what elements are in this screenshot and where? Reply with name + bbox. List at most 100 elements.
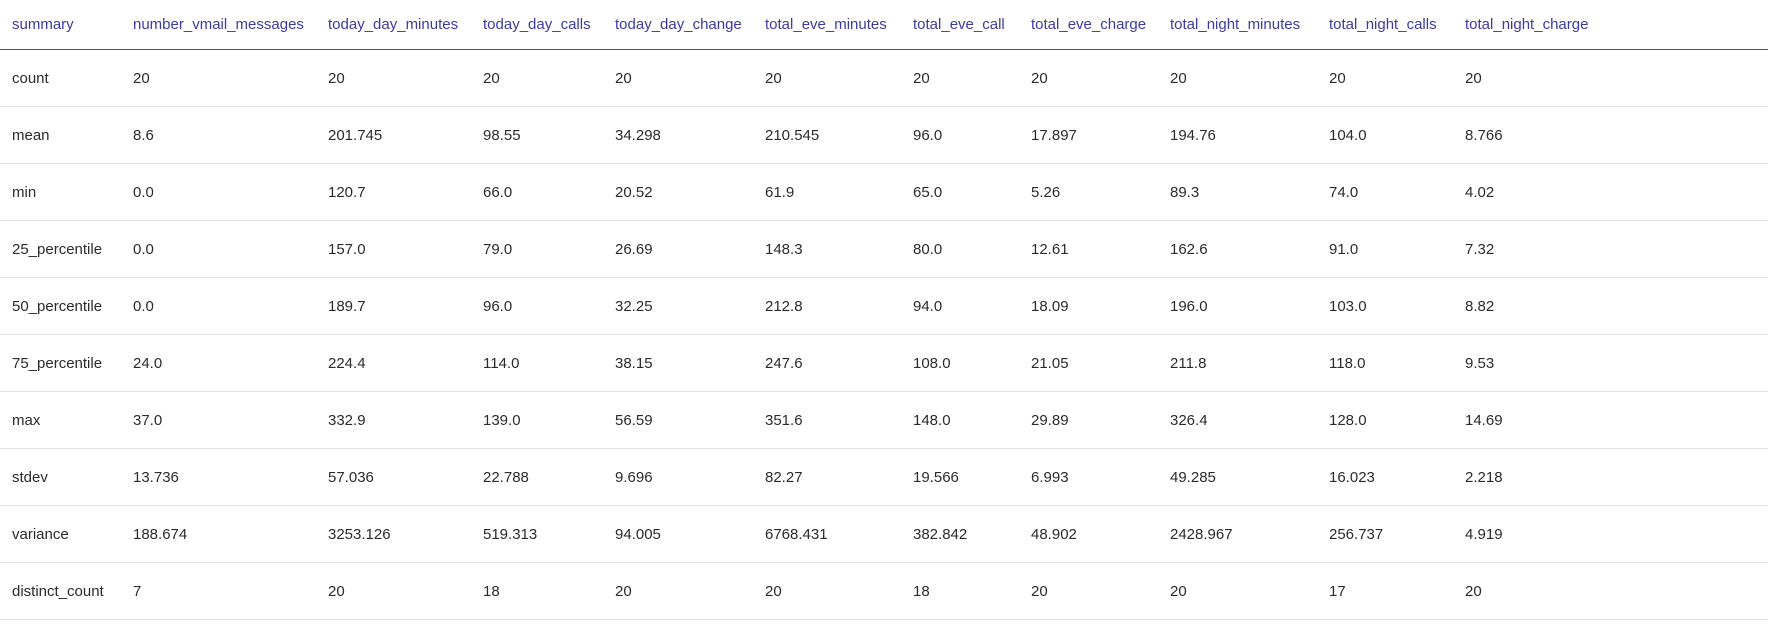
table-cell: 48.902 — [1019, 505, 1158, 563]
table-cell: 224.4 — [316, 334, 471, 392]
row-label-cell: mean — [0, 106, 121, 164]
column-header-total-eve-charge[interactable]: total_eve_charge — [1019, 0, 1158, 50]
table-cell: 14.69 — [1453, 391, 1768, 449]
table-cell: 20 — [316, 49, 471, 107]
column-header-total-eve-call[interactable]: total_eve_call — [901, 0, 1019, 50]
table-cell: 6.993 — [1019, 448, 1158, 506]
table-cell: 20 — [753, 562, 901, 620]
table-cell: 96.0 — [901, 106, 1019, 164]
column-header-summary[interactable]: summary — [0, 0, 121, 50]
table-cell: 120.7 — [316, 163, 471, 221]
table-cell: 20 — [1158, 562, 1317, 620]
row-label-cell: stdev — [0, 448, 121, 506]
column-header-number-vmail-messages[interactable]: number_vmail_messages — [121, 0, 316, 50]
column-header-total-night-minutes[interactable]: total_night_minutes — [1158, 0, 1317, 50]
table-cell: 96.0 — [471, 277, 603, 335]
table-cell: 20 — [753, 49, 901, 107]
table-cell: 0.0 — [121, 220, 316, 278]
table-cell: 18 — [471, 562, 603, 620]
table-cell: 21.05 — [1019, 334, 1158, 392]
table-cell: 118.0 — [1317, 334, 1453, 392]
table-cell: 34.298 — [603, 106, 753, 164]
table-cell: 32.25 — [603, 277, 753, 335]
table-cell: 212.8 — [753, 277, 901, 335]
column-header-today-day-minutes[interactable]: today_day_minutes — [316, 0, 471, 50]
table-cell: 0.0 — [121, 277, 316, 335]
table-cell: 38.15 — [603, 334, 753, 392]
table-cell: 18.09 — [1019, 277, 1158, 335]
table-cell: 3253.126 — [316, 505, 471, 563]
table-cell: 2428.967 — [1158, 505, 1317, 563]
table-body: count 20 20 20 20 20 20 20 20 20 20 mean 8.6 201.745 9… — [0, 49, 1768, 620]
column-header-today-day-calls[interactable]: today_day_calls — [471, 0, 603, 50]
row-label-cell: 50_percentile — [0, 277, 121, 335]
table-cell: 16.023 — [1317, 448, 1453, 506]
table-row: min 0.0 120.7 66.0 20.52 61.9 65.0 5.26 89.3 74.0… — [0, 163, 1768, 221]
table-cell: 20 — [316, 562, 471, 620]
column-header-total-night-charge[interactable]: total_night_charge — [1453, 0, 1768, 50]
table-cell: 7.32 — [1453, 220, 1768, 278]
table-cell: 56.59 — [603, 391, 753, 449]
table-cell: 114.0 — [471, 334, 603, 392]
table-cell: 103.0 — [1317, 277, 1453, 335]
table-cell: 20 — [1019, 562, 1158, 620]
table-cell: 91.0 — [1317, 220, 1453, 278]
table-row: max 37.0 332.9 139.0 56.59 351.6 148.0 29.89 326… — [0, 391, 1768, 449]
table-cell: 9.696 — [603, 448, 753, 506]
table-cell: 189.7 — [316, 277, 471, 335]
table-cell: 80.0 — [901, 220, 1019, 278]
table-cell: 210.545 — [753, 106, 901, 164]
table-row: mean 8.6 201.745 98.55 34.298 210.545 96.0 17.8… — [0, 106, 1768, 164]
table-row: 25_percentile 0.0 157.0 79.0 26.69 148.3 80.0 1… — [0, 220, 1768, 278]
table-cell: 247.6 — [753, 334, 901, 392]
table-cell: 8.6 — [121, 106, 316, 164]
table-header: summary number_vmail_messages today_day_mi… — [0, 0, 1768, 50]
table-cell: 20.52 — [603, 163, 753, 221]
table-cell: 20 — [603, 49, 753, 107]
table-cell: 5.26 — [1019, 163, 1158, 221]
table-cell: 79.0 — [471, 220, 603, 278]
column-header-today-day-change[interactable]: today_day_change — [603, 0, 753, 50]
table-cell: 18 — [901, 562, 1019, 620]
table-cell: 139.0 — [471, 391, 603, 449]
table-cell: 61.9 — [753, 163, 901, 221]
table-cell: 148.0 — [901, 391, 1019, 449]
row-label-cell: distinct_count — [0, 562, 121, 620]
table-cell: 157.0 — [316, 220, 471, 278]
table-cell: 49.285 — [1158, 448, 1317, 506]
table-cell: 20 — [901, 49, 1019, 107]
column-header-total-eve-minutes[interactable]: total_eve_minutes — [753, 0, 901, 50]
table-cell: 256.737 — [1317, 505, 1453, 563]
table-cell: 0.0 — [121, 163, 316, 221]
table-cell: 162.6 — [1158, 220, 1317, 278]
column-header-total-night-calls[interactable]: total_night_calls — [1317, 0, 1453, 50]
table-cell: 17 — [1317, 562, 1453, 620]
table-cell: 98.55 — [471, 106, 603, 164]
table-cell: 8.82 — [1453, 277, 1768, 335]
table-cell: 20 — [1453, 562, 1768, 620]
table-cell: 94.005 — [603, 505, 753, 563]
table-cell: 89.3 — [1158, 163, 1317, 221]
table-cell: 74.0 — [1317, 163, 1453, 221]
table-cell: 9.53 — [1453, 334, 1768, 392]
table-cell: 29.89 — [1019, 391, 1158, 449]
table-cell: 12.61 — [1019, 220, 1158, 278]
row-label-cell: min — [0, 163, 121, 221]
table-cell: 351.6 — [753, 391, 901, 449]
table-cell: 128.0 — [1317, 391, 1453, 449]
row-label-cell: 25_percentile — [0, 220, 121, 278]
table-cell: 519.313 — [471, 505, 603, 563]
table-cell: 57.036 — [316, 448, 471, 506]
table-cell: 104.0 — [1317, 106, 1453, 164]
table-row: stdev 13.736 57.036 22.788 9.696 82.27 19.566 6… — [0, 448, 1768, 506]
table-cell: 108.0 — [901, 334, 1019, 392]
row-label-cell: count — [0, 49, 121, 107]
table-row: variance 188.674 3253.126 519.313 94.005 6768… — [0, 505, 1768, 563]
table-cell: 22.788 — [471, 448, 603, 506]
table-cell: 94.0 — [901, 277, 1019, 335]
table-cell: 20 — [1453, 49, 1768, 107]
table-cell: 66.0 — [471, 163, 603, 221]
table-cell: 19.566 — [901, 448, 1019, 506]
